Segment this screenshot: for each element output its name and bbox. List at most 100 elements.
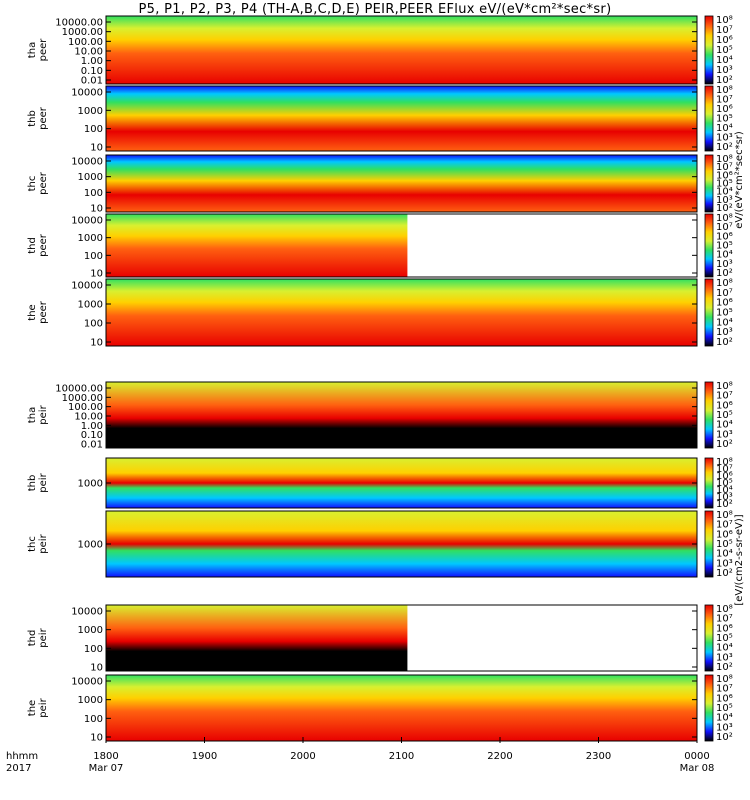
y-tick-label: 100.00	[68, 402, 103, 413]
colorbar-tick-label: 10⁵	[716, 179, 733, 190]
y-tick-label: 10	[90, 269, 103, 280]
colorbar-tick-label: 10³	[716, 492, 733, 503]
x-tick-label: 2100	[389, 751, 414, 762]
colorbar-tick-label: 10⁸	[716, 15, 733, 26]
panel-frame	[105, 381, 698, 449]
colorbar-tick-label: 10⁴	[716, 317, 733, 328]
panel-ylabel: thcpeer	[27, 171, 49, 195]
colorbar-tick-label: 10⁸	[716, 381, 733, 392]
y-tick-label: 100	[84, 124, 103, 135]
y-tick-label: 10000	[71, 157, 103, 168]
y-tick-label: 10	[90, 338, 103, 349]
y-tick-label: 1000	[78, 233, 103, 244]
y-tick-label: 10000.00	[55, 18, 103, 29]
colorbar-tick-label: 10³	[716, 65, 733, 76]
colorbar-tick-label: 10⁷	[716, 162, 733, 173]
y-tick-label: 0.10	[81, 66, 103, 77]
y-tick-label: 10	[90, 733, 103, 744]
y-tick-label: 100.00	[68, 37, 103, 48]
spectrogram-field	[106, 155, 697, 212]
colorbar-tick-label: 10⁸	[716, 278, 733, 289]
colorbar-tick-label: 10²	[716, 203, 733, 214]
colorbar-tick-label: 10⁸	[716, 510, 733, 521]
panel-thd-peir: 10000 1000 100 10 thdpeir	[27, 604, 698, 674]
colorbar-tick-label: 10²	[716, 75, 733, 86]
colorbar-tick-label: 10⁵	[716, 703, 733, 714]
colorbar-tick-label: 10⁷	[716, 464, 733, 475]
spectrogram-field	[106, 16, 697, 84]
x-axis-caption: hhmm	[6, 751, 38, 762]
y-tick-label: 1000	[78, 479, 103, 490]
spectrogram-field	[106, 86, 697, 151]
spectrogram-field	[106, 279, 697, 346]
y-tick-label: 10	[90, 663, 103, 674]
y-tick-label: 10.00	[74, 412, 103, 423]
y-tick-label: 10000	[71, 216, 103, 227]
colorbar-tick-label: 10⁶	[716, 471, 733, 482]
colorbar-tick-label: 10⁵	[716, 45, 733, 56]
colorbar-layer: 10⁸10⁷10⁶10⁵10⁴10³10²10⁸10⁷10⁶10⁵10⁴10³1…	[704, 15, 745, 743]
panel-layer: 10000.001000.00100.0010.001.000.100.01th…	[27, 15, 698, 744]
x-date-label: Mar 08	[680, 763, 715, 774]
panel-ylabel: thdpeer	[27, 233, 49, 257]
colorbar-tick-label: 10⁷	[716, 95, 733, 106]
y-tick-label: 10000	[71, 677, 103, 688]
panel-thb-peer: 10000 1000 100 10 thbpeer	[27, 85, 698, 154]
colorbar-tick-label: 10⁴	[716, 420, 733, 431]
panel-frame	[105, 154, 698, 213]
y-tick-label: 1000.00	[62, 27, 103, 38]
chart-title: P5, P1, P2, P3, P4 (TH-A,B,C,D,E) PEIR,P…	[138, 2, 612, 17]
colorbar-tick-label: 10⁸	[716, 154, 733, 165]
colorbar-scale	[704, 278, 714, 347]
colorbar-tick-label: 10⁶	[716, 170, 733, 181]
colorbar-tick-label: 10⁵	[716, 308, 733, 319]
panel-frame	[105, 278, 698, 347]
colorbar-tick-label: 10³	[716, 327, 733, 338]
colorbar-caption-upper: eV/(eV*cm²*sec*sr)	[734, 131, 745, 229]
panel-ylabel: thapeir	[27, 404, 49, 424]
colorbar-tick-label: 10³	[716, 558, 733, 569]
panel-frame	[105, 604, 698, 672]
colorbar-tick-label: 10⁵	[716, 114, 733, 125]
colorbar-scale	[704, 85, 714, 152]
colorbar-tick-label: 10²	[716, 568, 733, 579]
colorbar-tick-label: 10²	[716, 662, 733, 673]
colorbar-tick-label: 10⁶	[716, 623, 733, 634]
colorbar-tick-label: 10⁵	[716, 241, 733, 252]
panel-ylabel: thapeer	[27, 38, 49, 62]
y-tick-label: 0.01	[81, 76, 103, 87]
colorbar-tick-label: 10³	[716, 429, 733, 440]
y-tick-label: 10	[90, 143, 103, 154]
panel-thc-peir: 1000 thcpeir	[27, 510, 698, 578]
panel-ylabel: thbpeir	[27, 472, 49, 492]
colorbar-scale	[704, 381, 714, 449]
colorbar-tick-label: 10⁷	[716, 288, 733, 299]
y-tick-label: 1.00	[81, 421, 103, 432]
panel-ylabel: thbpeer	[27, 106, 49, 130]
colorbar-scale	[704, 604, 714, 672]
colorbar-tick-label: 10⁴	[716, 485, 733, 496]
panel-ylabel: thcpeir	[27, 533, 49, 553]
y-tick-label: 100	[84, 251, 103, 262]
panel-thd-peer: 10000 1000 100 10 thdpeer	[27, 213, 698, 280]
colorbar-tick-label: 10³	[716, 259, 733, 270]
colorbar-tick-label: 10²	[716, 142, 733, 153]
panel-thc-peer: 10000 1000 100 10 thcpeer	[27, 154, 698, 215]
colorbar-tick-label: 10⁶	[716, 400, 733, 411]
y-tick-label: 1000	[78, 172, 103, 183]
y-tick-label: 100	[84, 644, 103, 655]
colorbar-tick-label: 10⁸	[716, 604, 733, 615]
panel-ylabel: thdpeir	[27, 627, 49, 647]
y-tick-label: 0.10	[81, 430, 103, 441]
colorbar-tick-label: 10⁴	[716, 643, 733, 654]
